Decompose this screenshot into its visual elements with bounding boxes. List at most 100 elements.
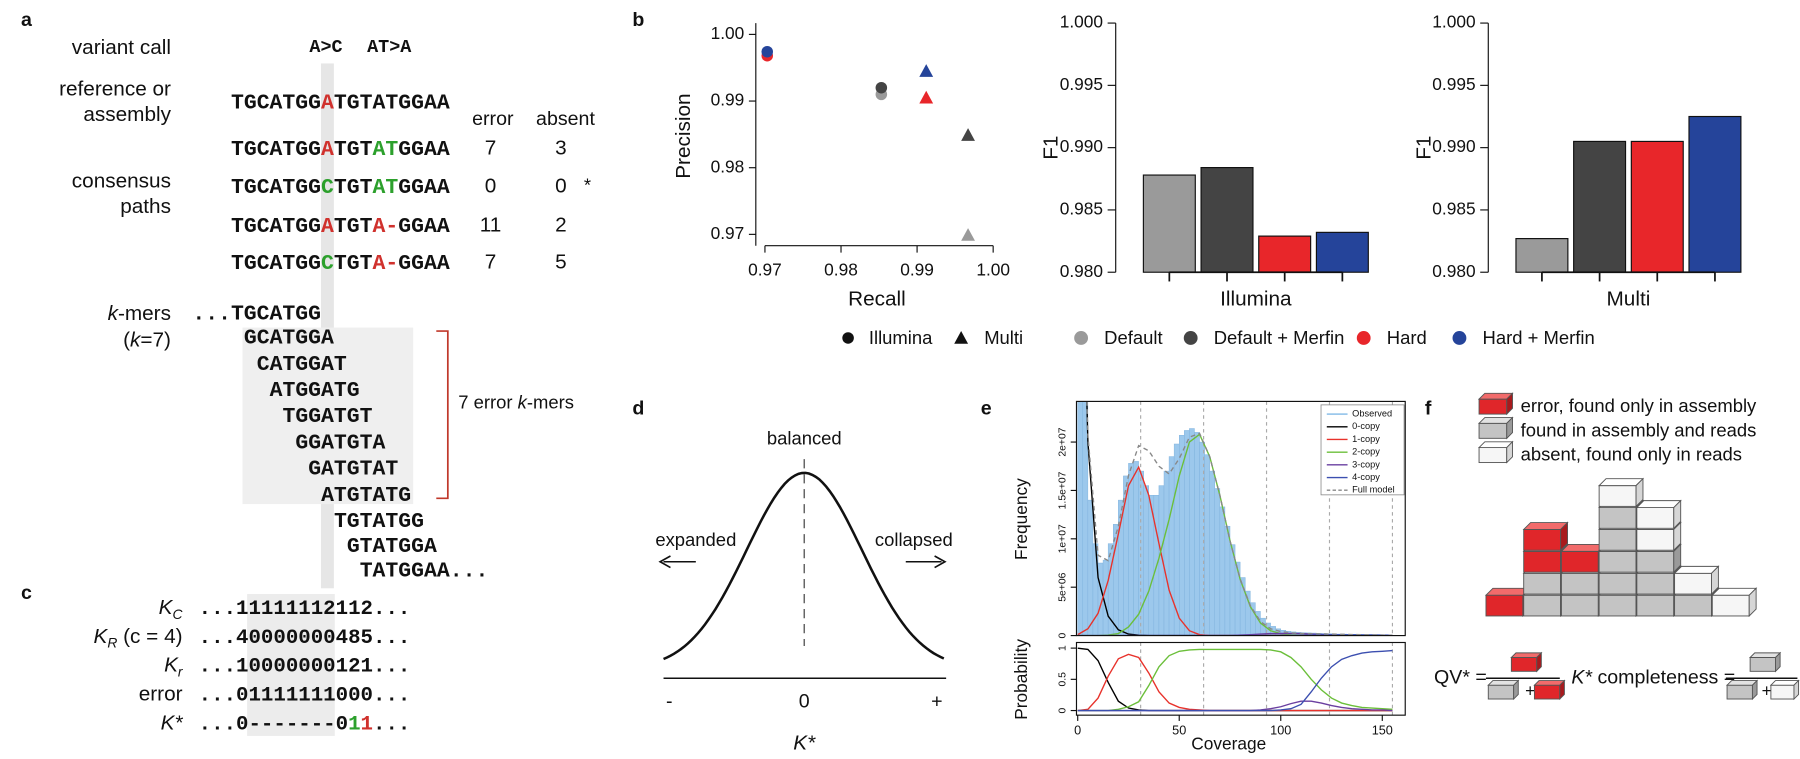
panel-label: a xyxy=(21,9,33,31)
y-tick-label: 1.000 xyxy=(1432,12,1475,32)
count-row: ...0-------011... xyxy=(199,714,411,737)
panel-label: e xyxy=(981,398,992,420)
row-label: paths xyxy=(120,195,171,218)
y-tick-label: 1 xyxy=(1057,645,1068,651)
text: ( xyxy=(123,329,130,352)
legend-label: 1-copy xyxy=(1352,434,1380,444)
consensus-sequence: TGCATGGCTGTA-GGAA xyxy=(231,252,450,276)
plus: + xyxy=(1762,681,1772,701)
cube-front xyxy=(1523,572,1562,595)
panel-label: c xyxy=(21,582,32,604)
error-kmer: GGATGTA xyxy=(295,431,385,455)
error-count: 7 xyxy=(485,136,497,159)
histogram-bar xyxy=(1184,430,1190,636)
error-kmer: ATGTATG xyxy=(321,484,411,508)
cube-front xyxy=(1598,528,1637,551)
cube-side xyxy=(1560,521,1568,552)
absent-count: 5 xyxy=(555,250,567,273)
formula-label: QV* = xyxy=(1434,666,1487,688)
y-tick-label: 0 xyxy=(1057,632,1068,638)
count-row: ...40000000485... xyxy=(199,627,411,650)
cube-side xyxy=(1506,440,1513,464)
text: =7) xyxy=(140,329,171,352)
histogram-bar xyxy=(1092,543,1099,636)
error-kmer-box xyxy=(242,327,414,505)
cube-front xyxy=(1674,594,1712,617)
cube-top xyxy=(1598,478,1645,487)
histogram-bar xyxy=(1128,463,1134,636)
curve xyxy=(1086,401,1393,636)
cube-front xyxy=(1674,572,1712,595)
kmer: TGTATGG xyxy=(334,510,424,534)
legend-label: Multi xyxy=(984,327,1023,348)
curve xyxy=(1077,465,1393,636)
italic: k xyxy=(518,392,528,413)
curve xyxy=(1077,653,1393,712)
point xyxy=(961,128,975,141)
subscript: r xyxy=(178,663,184,679)
legend-swatch xyxy=(1183,331,1198,345)
bar xyxy=(1142,174,1196,273)
segment: A- xyxy=(373,252,399,276)
y-tick-label: 0.985 xyxy=(1060,198,1103,218)
row-label: assembly xyxy=(83,103,171,126)
formula-label: K* completeness = xyxy=(1571,666,1735,688)
x-tick-label: 100 xyxy=(1270,724,1291,738)
y-tick-label: 5e+06 xyxy=(1057,572,1068,601)
curve xyxy=(1086,401,1393,636)
row-label: KR (c = 4) xyxy=(94,625,183,650)
cube-side xyxy=(1506,416,1513,440)
cube-front xyxy=(1523,550,1562,573)
y-tick-label: 1.5e+07 xyxy=(1057,471,1068,509)
main: K* xyxy=(161,712,184,735)
histogram-bar xyxy=(1204,454,1210,636)
cube-front xyxy=(1510,657,1538,672)
segment: ...11111112112... xyxy=(199,599,411,622)
x-tick-label: 0.99 xyxy=(900,260,934,280)
segment: TGT xyxy=(334,137,373,161)
segment: TGCATGG xyxy=(231,252,321,276)
annotation: expanded xyxy=(655,529,736,550)
segment: 1 xyxy=(348,714,360,737)
cube-front xyxy=(1523,594,1562,617)
segment: C xyxy=(321,252,334,276)
main: error xyxy=(139,683,183,706)
cube-front xyxy=(1533,684,1561,700)
variant: A>C xyxy=(309,37,342,58)
x-tick-label: 50 xyxy=(1172,724,1186,738)
legend-box xyxy=(1320,404,1405,496)
text: 7 error xyxy=(458,392,517,413)
curve xyxy=(1077,649,1393,712)
histogram-bar xyxy=(1224,526,1231,636)
error-count: 0 xyxy=(485,174,497,197)
cube-front xyxy=(1485,594,1524,617)
cube-front xyxy=(1478,398,1508,415)
y-tick-label: 0.995 xyxy=(1060,74,1103,94)
segment: ... xyxy=(373,714,410,737)
cube-front xyxy=(1598,507,1637,529)
segment: TGCATGG xyxy=(231,91,321,115)
error-kmer: GCATGGA xyxy=(244,327,334,351)
cube-side xyxy=(1513,679,1519,701)
legend-label: 4-copy xyxy=(1352,472,1380,482)
y-tick-label: 0.980 xyxy=(1060,261,1103,281)
count-highlight xyxy=(247,594,335,736)
histogram-bar xyxy=(1133,461,1139,636)
cube-front xyxy=(1726,684,1753,700)
segment: A xyxy=(321,215,334,239)
cube-front xyxy=(1598,550,1637,573)
histogram-bar xyxy=(1219,506,1226,636)
row-label: error xyxy=(139,683,183,706)
cube-front xyxy=(1598,485,1637,507)
segment: A xyxy=(321,91,334,115)
point xyxy=(875,81,888,94)
cube-front xyxy=(1560,594,1599,617)
error-kmers-label: 7 error k-mers xyxy=(458,392,574,413)
cube-front xyxy=(1636,572,1675,595)
cube-side xyxy=(1635,477,1644,508)
plus: + xyxy=(1525,681,1535,701)
histogram-bar xyxy=(1214,488,1221,636)
point xyxy=(919,90,934,104)
bar xyxy=(1258,235,1312,273)
